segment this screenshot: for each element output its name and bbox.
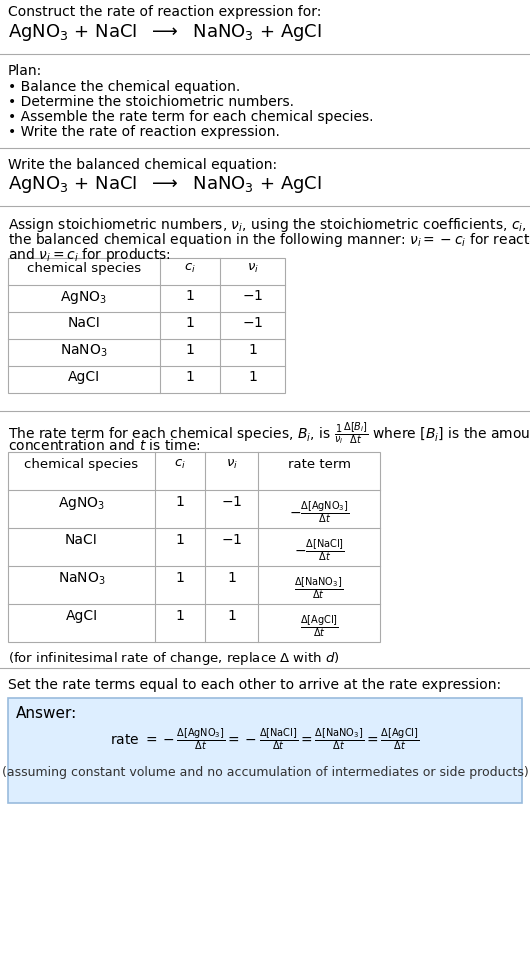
- Text: AgNO$_3$: AgNO$_3$: [58, 495, 105, 512]
- Text: chemical species: chemical species: [24, 458, 138, 471]
- Text: 1: 1: [248, 370, 257, 384]
- Text: $-\frac{\Delta[\mathrm{AgNO_3}]}{\Delta t}$: $-\frac{\Delta[\mathrm{AgNO_3}]}{\Delta …: [289, 499, 349, 525]
- Text: Plan:: Plan:: [8, 64, 42, 78]
- Text: NaNO$_3$: NaNO$_3$: [58, 571, 105, 588]
- Text: 1: 1: [186, 370, 195, 384]
- Text: AgNO$_3$ + NaCI  $\longrightarrow$  NaNO$_3$ + AgCI: AgNO$_3$ + NaCI $\longrightarrow$ NaNO$_…: [8, 22, 322, 43]
- Text: AgNO$_3$: AgNO$_3$: [60, 289, 108, 306]
- Text: 1: 1: [227, 571, 236, 585]
- Text: 1: 1: [186, 316, 195, 330]
- Text: $-1$: $-1$: [242, 289, 263, 303]
- Bar: [8, 452, 380, 642]
- Text: AgCI: AgCI: [68, 370, 100, 384]
- Text: Construct the rate of reaction expression for:: Construct the rate of reaction expressio…: [8, 5, 321, 19]
- Text: • Assemble the rate term for each chemical species.: • Assemble the rate term for each chemic…: [8, 110, 374, 124]
- Text: $\nu_i$: $\nu_i$: [246, 262, 259, 275]
- Text: Assign stoichiometric numbers, $\nu_i$, using the stoichiometric coefficients, $: Assign stoichiometric numbers, $\nu_i$, …: [8, 216, 530, 234]
- Text: • Balance the chemical equation.: • Balance the chemical equation.: [8, 80, 240, 94]
- Text: chemical species: chemical species: [27, 262, 141, 275]
- Text: the balanced chemical equation in the following manner: $\nu_i = -c_i$ for react: the balanced chemical equation in the fo…: [8, 231, 530, 249]
- Text: 1: 1: [186, 343, 195, 357]
- Text: $-1$: $-1$: [242, 316, 263, 330]
- Text: rate $= -\frac{\Delta[\mathrm{AgNO_3}]}{\Delta t} = -\frac{\Delta[\mathrm{NaCI}]: rate $= -\frac{\Delta[\mathrm{AgNO_3}]}{…: [110, 726, 420, 752]
- Text: 1: 1: [175, 495, 184, 509]
- Text: NaCI: NaCI: [68, 316, 100, 330]
- Text: $\nu_i$: $\nu_i$: [226, 458, 237, 471]
- Text: $-1$: $-1$: [221, 533, 242, 547]
- FancyBboxPatch shape: [8, 698, 522, 803]
- Text: NaCI: NaCI: [65, 533, 98, 547]
- Text: 1: 1: [248, 343, 257, 357]
- Text: Write the balanced chemical equation:: Write the balanced chemical equation:: [8, 158, 277, 172]
- Text: Answer:: Answer:: [16, 706, 77, 721]
- Text: 1: 1: [175, 571, 184, 585]
- Text: The rate term for each chemical species, $B_i$, is $\frac{1}{\nu_i}\frac{\Delta[: The rate term for each chemical species,…: [8, 421, 530, 447]
- Text: 1: 1: [175, 533, 184, 547]
- Text: concentration and $t$ is time:: concentration and $t$ is time:: [8, 438, 201, 453]
- Text: AgCI: AgCI: [65, 609, 98, 623]
- Text: (assuming constant volume and no accumulation of intermediates or side products): (assuming constant volume and no accumul…: [2, 766, 528, 779]
- Text: AgNO$_3$ + NaCI  $\longrightarrow$  NaNO$_3$ + AgCI: AgNO$_3$ + NaCI $\longrightarrow$ NaNO$_…: [8, 174, 322, 195]
- Text: $-1$: $-1$: [221, 495, 242, 509]
- Text: $\frac{\Delta[\mathrm{NaNO_3}]}{\Delta t}$: $\frac{\Delta[\mathrm{NaNO_3}]}{\Delta t…: [295, 575, 343, 601]
- Text: 1: 1: [186, 289, 195, 303]
- Text: (for infinitesimal rate of change, replace Δ with $d$): (for infinitesimal rate of change, repla…: [8, 650, 340, 667]
- Text: $-\frac{\Delta[\mathrm{NaCI}]}{\Delta t}$: $-\frac{\Delta[\mathrm{NaCI}]}{\Delta t}…: [294, 537, 344, 563]
- Text: $c_i$: $c_i$: [174, 458, 186, 471]
- Text: NaNO$_3$: NaNO$_3$: [60, 343, 108, 359]
- Text: rate term: rate term: [287, 458, 350, 471]
- Text: • Determine the stoichiometric numbers.: • Determine the stoichiometric numbers.: [8, 95, 294, 109]
- Text: Set the rate terms equal to each other to arrive at the rate expression:: Set the rate terms equal to each other t…: [8, 678, 501, 692]
- Text: $\frac{\Delta[\mathrm{AgCI}]}{\Delta t}$: $\frac{\Delta[\mathrm{AgCI}]}{\Delta t}$: [299, 613, 338, 638]
- Text: and $\nu_i = c_i$ for products:: and $\nu_i = c_i$ for products:: [8, 246, 171, 264]
- Bar: [8, 258, 285, 393]
- Text: • Write the rate of reaction expression.: • Write the rate of reaction expression.: [8, 125, 280, 139]
- Text: $c_i$: $c_i$: [184, 262, 196, 275]
- Text: 1: 1: [227, 609, 236, 623]
- Text: 1: 1: [175, 609, 184, 623]
